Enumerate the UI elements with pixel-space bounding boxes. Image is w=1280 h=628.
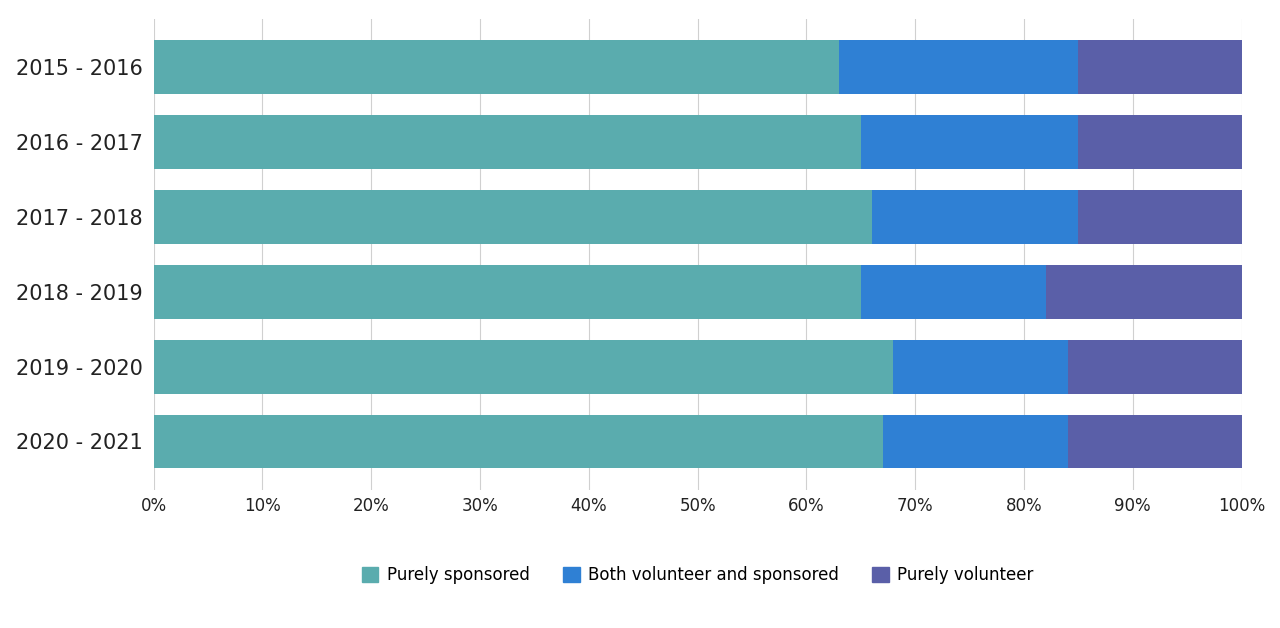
Bar: [1079, 190, 1242, 244]
Bar: [154, 40, 840, 94]
Bar: [872, 190, 1079, 244]
Bar: [154, 414, 883, 468]
Bar: [154, 265, 861, 319]
Bar: [154, 190, 872, 244]
Bar: [861, 265, 1046, 319]
Bar: [1046, 265, 1242, 319]
Bar: [883, 414, 1068, 468]
Bar: [861, 115, 1079, 169]
Bar: [893, 340, 1068, 394]
Bar: [1079, 115, 1242, 169]
Bar: [840, 40, 1079, 94]
Bar: [1068, 414, 1242, 468]
Bar: [154, 115, 861, 169]
Legend: Purely sponsored, Both volunteer and sponsored, Purely volunteer: Purely sponsored, Both volunteer and spo…: [355, 560, 1041, 591]
Bar: [154, 340, 893, 394]
Bar: [1068, 340, 1242, 394]
Bar: [1079, 40, 1242, 94]
